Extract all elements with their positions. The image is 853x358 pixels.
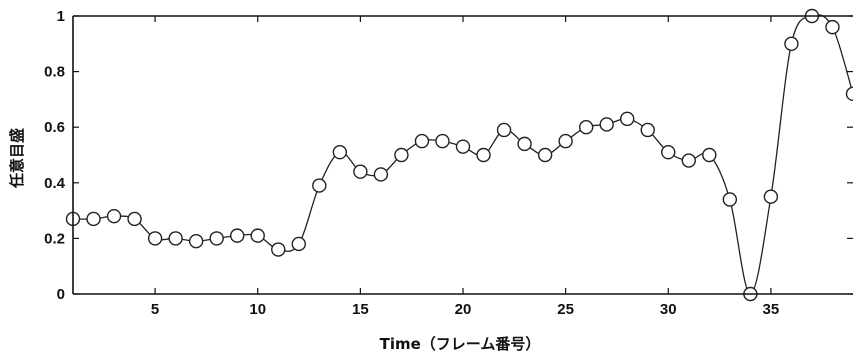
- data-point: [578, 119, 594, 135]
- data-point: [353, 164, 368, 179]
- y-tick-label: 0.2: [44, 230, 65, 247]
- x-tick-label: 15: [352, 301, 369, 318]
- y-tick-label: 0.6: [44, 119, 65, 136]
- data-point: [517, 136, 532, 152]
- data-point: [476, 147, 491, 163]
- x-tick-label: 10: [249, 301, 266, 318]
- data-point: [312, 178, 327, 193]
- x-tick-label: 35: [763, 301, 780, 318]
- marker-layer: [65, 8, 853, 302]
- data-point: [230, 228, 245, 243]
- data-point: [620, 111, 635, 127]
- series-layer: [73, 14, 853, 295]
- data-point: [127, 211, 142, 227]
- data-point: [640, 122, 655, 138]
- data-point: [414, 133, 430, 149]
- x-axis-title: Time（フレーム番号）: [380, 335, 541, 353]
- data-point: [784, 36, 799, 51]
- data-point: [681, 153, 696, 168]
- data-point: [558, 133, 573, 149]
- axes-layer: 00.20.40.60.815 10 15 20 25 30 35: [44, 8, 853, 318]
- data-point: [106, 208, 122, 224]
- x-tick-label: 25: [557, 301, 574, 318]
- data-point: [250, 228, 265, 243]
- y-tick-label: 0.8: [44, 64, 65, 81]
- data-point: [722, 192, 738, 207]
- data-point: [188, 233, 204, 249]
- data-point: [435, 133, 450, 149]
- data-point: [168, 231, 183, 246]
- data-point: [209, 231, 224, 246]
- data-point: [86, 211, 101, 227]
- data-point: [661, 145, 676, 160]
- data-point: [845, 86, 853, 102]
- data-point: [291, 236, 306, 252]
- data-point: [394, 147, 409, 163]
- y-tick-label: 0.4: [44, 175, 66, 192]
- data-point: [271, 242, 286, 257]
- x-tick-label: 5: [151, 301, 159, 318]
- data-point: [332, 145, 348, 160]
- x-tick-label: 20: [455, 301, 472, 318]
- data-point: [373, 167, 389, 182]
- data-point: [825, 19, 840, 35]
- series-line: [73, 14, 853, 295]
- data-point: [147, 231, 163, 246]
- data-point: [763, 189, 779, 204]
- data-point: [496, 122, 512, 138]
- y-tick-label: 0: [57, 286, 65, 303]
- data-point: [599, 117, 614, 132]
- data-point: [455, 139, 471, 154]
- x-tick-label: 30: [660, 301, 677, 318]
- y-axis-title: 任意目盛: [8, 128, 26, 189]
- data-point: [537, 147, 553, 163]
- y-tick-label: 1: [57, 8, 65, 25]
- data-point: [702, 147, 717, 163]
